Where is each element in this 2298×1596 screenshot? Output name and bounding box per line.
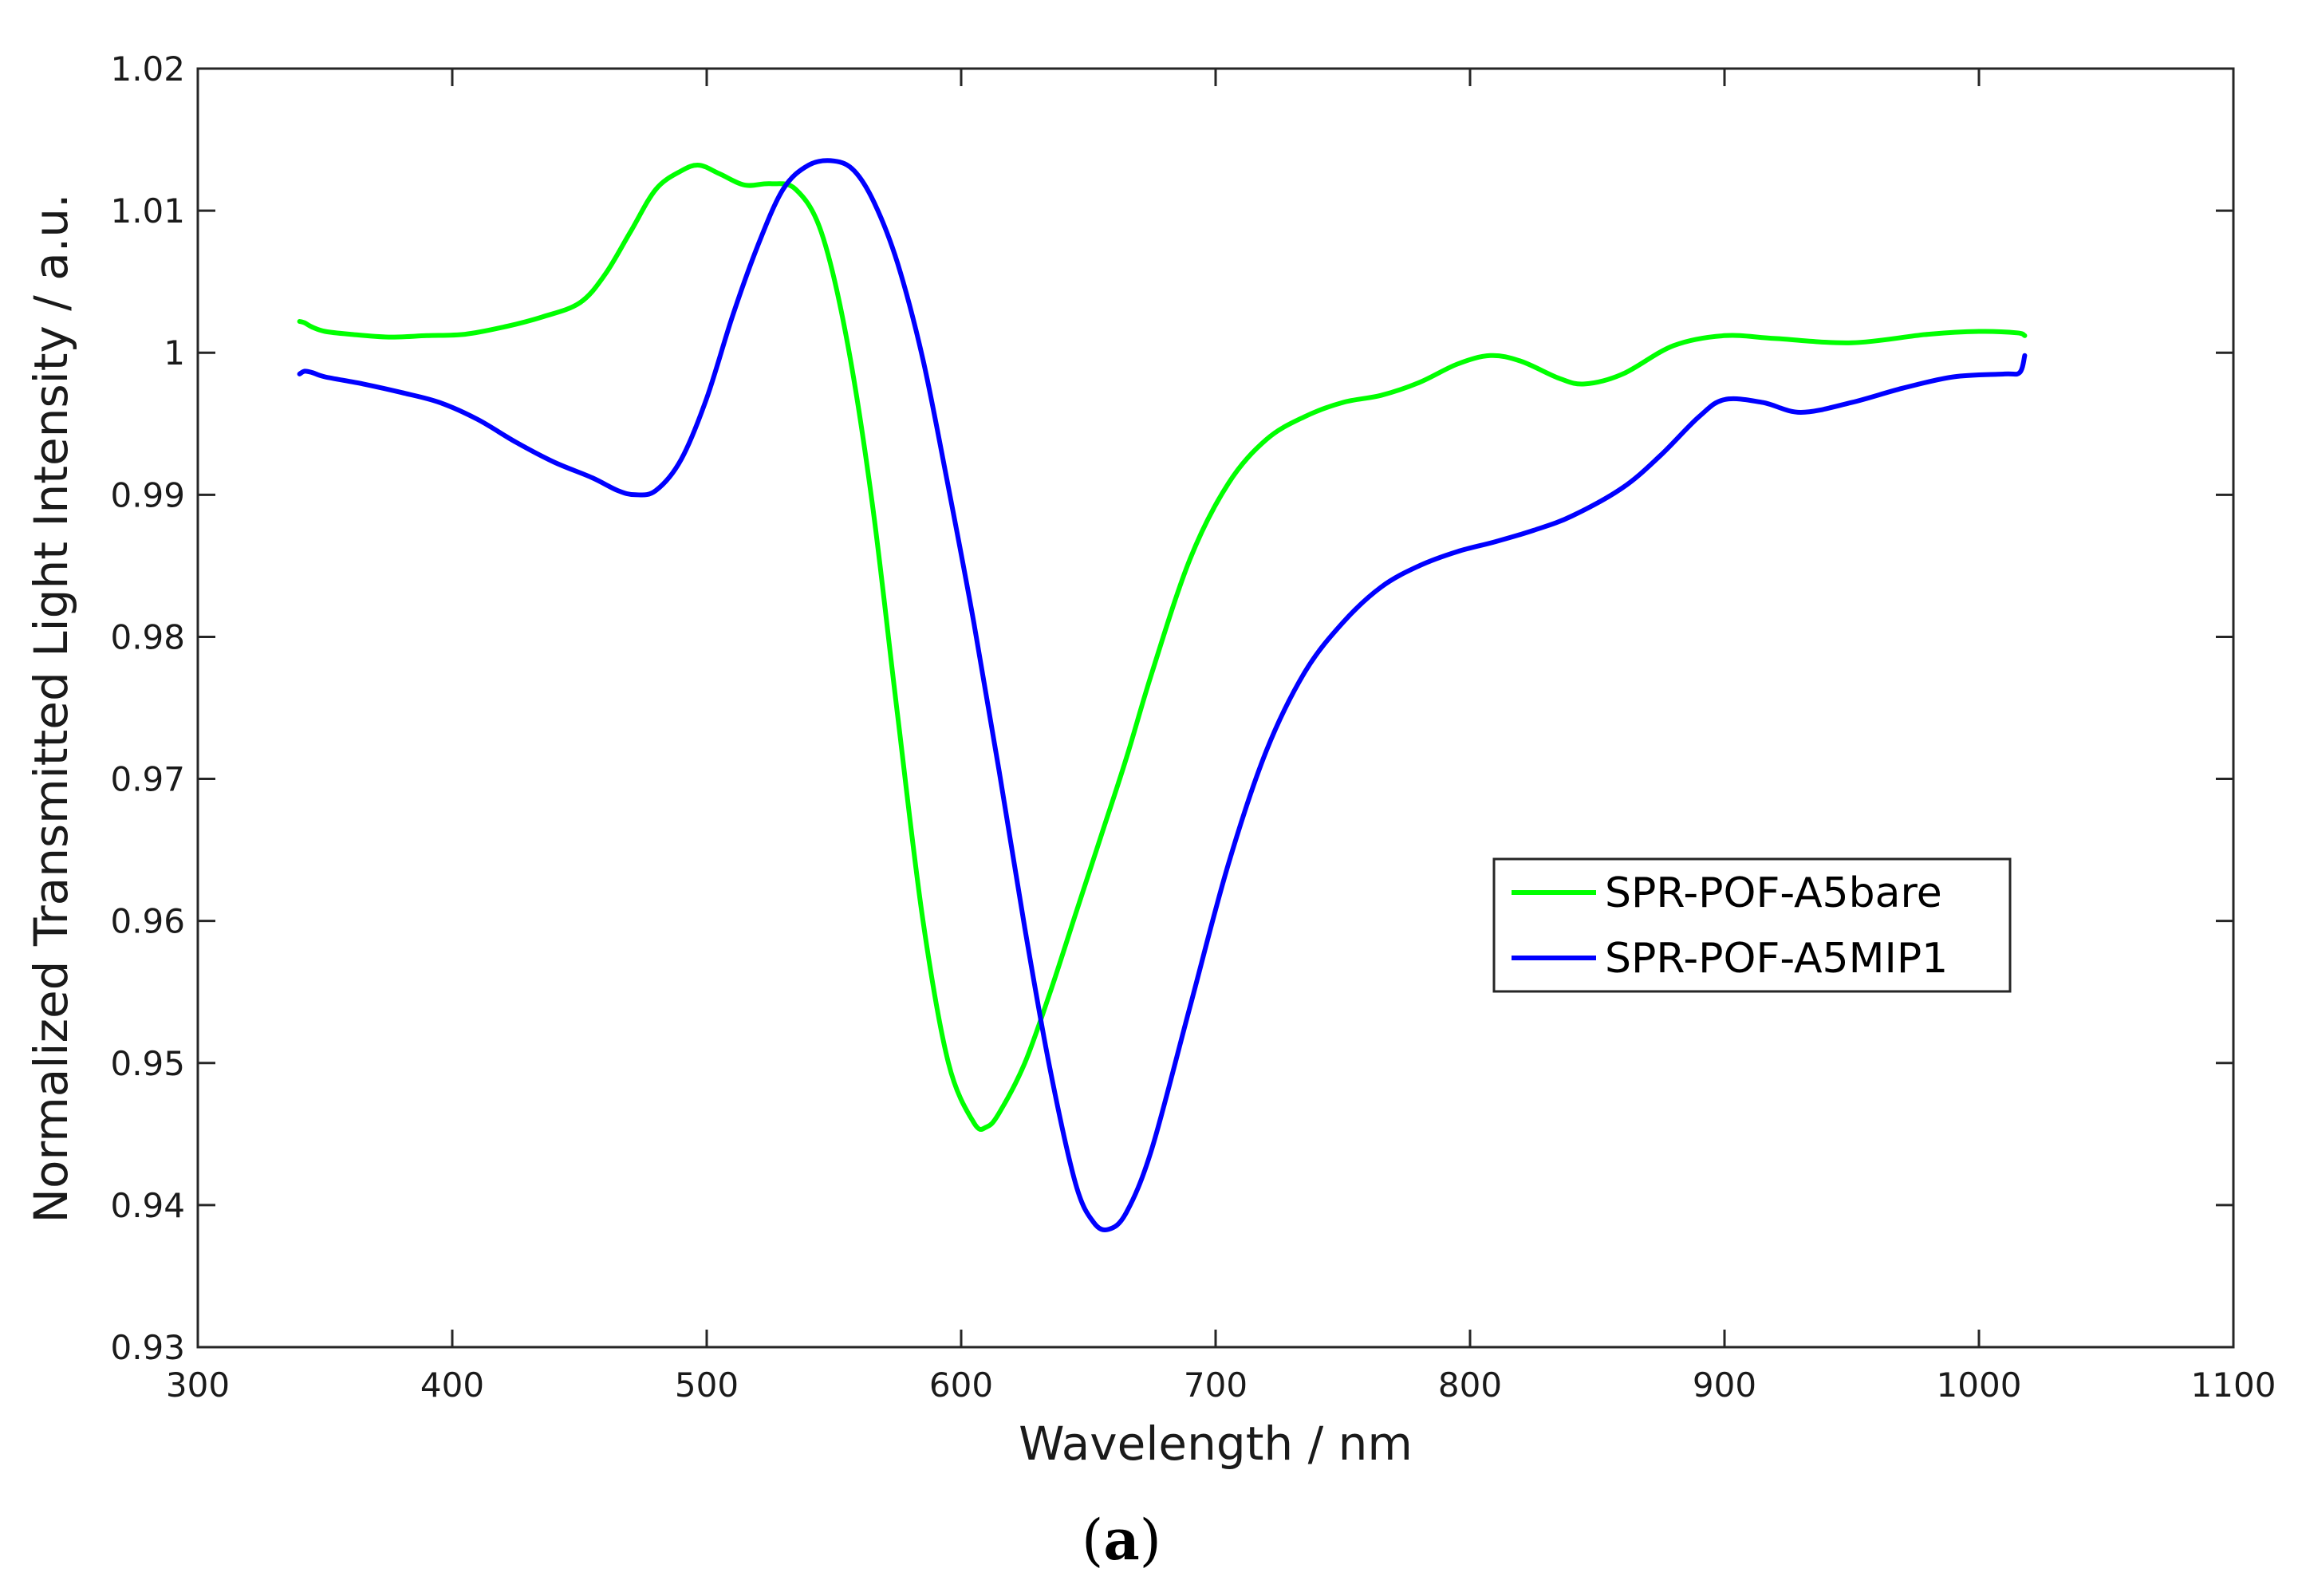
series-layer <box>297 158 2028 1232</box>
x-tick-label: 700 <box>1184 1365 1248 1405</box>
legend-label-bare: SPR-POF-A5bare <box>1605 869 1942 917</box>
y-tick-label: 1.02 <box>110 49 185 89</box>
panel-label-letter: a <box>1103 1507 1139 1573</box>
x-tick-label: 600 <box>929 1365 993 1405</box>
panel-label-open: ( <box>1082 1507 1103 1573</box>
x-tick-label: 800 <box>1438 1365 1502 1405</box>
legend-label-mip1: SPR-POF-A5MIP1 <box>1605 935 1948 983</box>
series-line-a5bare <box>297 163 2028 1132</box>
x-tick-label: 300 <box>166 1365 230 1405</box>
y-axis-title: Normalized Transmitted Light Intensity /… <box>24 194 78 1224</box>
x-tick-label: 900 <box>1693 1365 1756 1405</box>
y-tick-label: 0.93 <box>110 1328 185 1367</box>
series-line-a5mip1 <box>297 158 2028 1232</box>
y-tick-label: 0.98 <box>110 617 185 656</box>
x-tick-label: 1000 <box>1937 1365 2022 1405</box>
x-tick-label: 400 <box>420 1365 484 1405</box>
legend: SPR-POF-A5bare SPR-POF-A5MIP1 <box>1492 857 2012 993</box>
y-tick-label: 0.97 <box>110 760 185 799</box>
y-tick-label: 1 <box>164 333 185 372</box>
ticks-layer: 300 400 500 600 700 800 900 1000 1100 0.93 0.94 0.9… <box>110 49 2276 1405</box>
legend-box <box>1492 857 2012 993</box>
x-tick-label: 500 <box>675 1365 739 1405</box>
x-tick-label: 1100 <box>2191 1365 2276 1405</box>
panel-label-close: ) <box>1140 1507 1161 1573</box>
y-tick-label: 0.95 <box>110 1044 185 1083</box>
y-tick-label: 0.94 <box>110 1186 185 1225</box>
y-tick-label: 1.01 <box>110 191 185 231</box>
y-tick-label: 0.99 <box>110 475 185 514</box>
y-tick-label: 0.96 <box>110 902 185 941</box>
x-axis-title: Wavelength / nm <box>1019 1417 1413 1471</box>
panel-label: (a) <box>1082 1507 1161 1573</box>
